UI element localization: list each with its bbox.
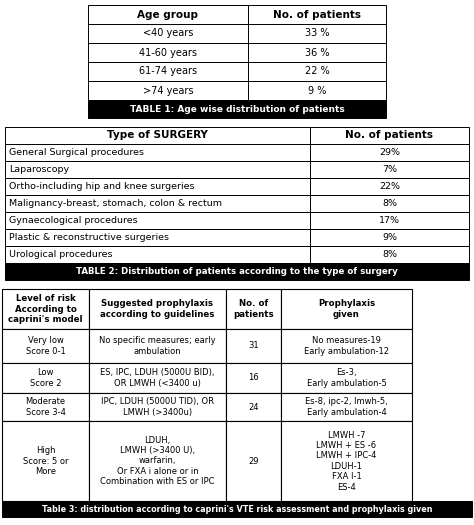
- Bar: [5, 195, 310, 212]
- Text: No. of patients: No. of patients: [273, 9, 361, 19]
- Bar: [5, 229, 310, 246]
- Text: High
Score: 5 or
More: High Score: 5 or More: [23, 446, 68, 476]
- Bar: [248, 81, 386, 100]
- Bar: [310, 127, 469, 144]
- Text: Plastic & reconstructive surgeries: Plastic & reconstructive surgeries: [9, 233, 169, 242]
- Text: 29: 29: [248, 457, 259, 466]
- Bar: [89, 329, 226, 363]
- Bar: [5, 263, 469, 280]
- Text: 9%: 9%: [382, 233, 397, 242]
- Bar: [281, 393, 412, 421]
- Bar: [310, 212, 469, 229]
- Text: 41-60 years: 41-60 years: [139, 47, 197, 58]
- Bar: [2, 501, 472, 517]
- Text: Suggested prophylaxis
according to guidelines: Suggested prophylaxis according to guide…: [100, 299, 215, 319]
- Bar: [89, 421, 226, 501]
- Text: IPC, LDUH (5000U TID), OR
LMWH (>3400u): IPC, LDUH (5000U TID), OR LMWH (>3400u): [101, 397, 214, 417]
- Bar: [89, 393, 226, 421]
- Text: 22 %: 22 %: [305, 67, 329, 77]
- Bar: [310, 161, 469, 178]
- Text: 17%: 17%: [379, 216, 400, 225]
- Bar: [310, 144, 469, 161]
- Text: 29%: 29%: [379, 148, 400, 157]
- Bar: [2, 393, 89, 421]
- Text: Age group: Age group: [137, 9, 199, 19]
- Bar: [281, 329, 412, 363]
- Text: 36 %: 36 %: [305, 47, 329, 58]
- Bar: [89, 363, 226, 393]
- Bar: [248, 5, 386, 24]
- Bar: [310, 178, 469, 195]
- Bar: [281, 289, 412, 329]
- Bar: [226, 363, 281, 393]
- Bar: [88, 24, 248, 43]
- Text: LDUH,
LMWH (>3400 U),
warfarin,
Or FXA i alone or in
Combination with ES or IPC: LDUH, LMWH (>3400 U), warfarin, Or FXA i…: [100, 436, 215, 486]
- Text: Moderate
Score 3-4: Moderate Score 3-4: [26, 397, 65, 417]
- Bar: [248, 62, 386, 81]
- Text: General Surgical procedures: General Surgical procedures: [9, 148, 144, 157]
- Bar: [2, 363, 89, 393]
- Bar: [281, 421, 412, 501]
- Bar: [5, 144, 310, 161]
- Bar: [248, 24, 386, 43]
- Text: 9 %: 9 %: [308, 86, 326, 96]
- Text: 8%: 8%: [382, 250, 397, 259]
- Text: LMWH -7
LMWH + ES -6
LMWH + IPC-4
LDUH-1
FXA I-1
ES-4: LMWH -7 LMWH + ES -6 LMWH + IPC-4 LDUH-1…: [316, 430, 377, 491]
- Text: 16: 16: [248, 373, 259, 383]
- Bar: [2, 329, 89, 363]
- Text: Ortho-including hip and knee surgeries: Ortho-including hip and knee surgeries: [9, 182, 194, 191]
- Text: No. of
patients: No. of patients: [233, 299, 274, 319]
- Bar: [281, 363, 412, 393]
- Bar: [310, 246, 469, 263]
- Text: 22%: 22%: [379, 182, 400, 191]
- Text: Low
Score 2: Low Score 2: [30, 369, 61, 387]
- Bar: [88, 62, 248, 81]
- Text: 7%: 7%: [382, 165, 397, 174]
- Text: Type of SURGERY: Type of SURGERY: [107, 131, 208, 141]
- Bar: [89, 289, 226, 329]
- Bar: [2, 421, 89, 501]
- Bar: [226, 393, 281, 421]
- Bar: [5, 212, 310, 229]
- Text: TABLE 2: Distribution of patients according to the type of surgery: TABLE 2: Distribution of patients accord…: [76, 267, 398, 276]
- Text: Urological procedures: Urological procedures: [9, 250, 112, 259]
- Text: Es-3,
Early ambulation-5: Es-3, Early ambulation-5: [307, 369, 386, 387]
- Bar: [248, 43, 386, 62]
- Text: Prophylaxis
given: Prophylaxis given: [318, 299, 375, 319]
- Text: ES, IPC, LDUH (5000U BID),
OR LMWH (<3400 u): ES, IPC, LDUH (5000U BID), OR LMWH (<340…: [100, 369, 215, 387]
- Bar: [88, 100, 386, 118]
- Bar: [5, 161, 310, 178]
- Text: Table 3: distribution according to caprini's VTE risk assessment and prophylaxis: Table 3: distribution according to capri…: [42, 505, 432, 513]
- Text: No. of patients: No. of patients: [346, 131, 434, 141]
- Text: Es-8, ipc-2, lmwh-5,
Early ambulation-4: Es-8, ipc-2, lmwh-5, Early ambulation-4: [305, 397, 388, 417]
- Text: Malignancy-breast, stomach, colon & rectum: Malignancy-breast, stomach, colon & rect…: [9, 199, 222, 208]
- Text: <40 years: <40 years: [143, 28, 193, 38]
- Bar: [226, 421, 281, 501]
- Bar: [5, 127, 310, 144]
- Bar: [5, 246, 310, 263]
- Bar: [2, 289, 89, 329]
- Text: Laparoscopy: Laparoscopy: [9, 165, 69, 174]
- Bar: [88, 43, 248, 62]
- Text: 61-74 years: 61-74 years: [139, 67, 197, 77]
- Text: 33 %: 33 %: [305, 28, 329, 38]
- Text: Very low
Score 0-1: Very low Score 0-1: [26, 337, 65, 356]
- Text: No specific measures; early
ambulation: No specific measures; early ambulation: [99, 337, 216, 356]
- Bar: [88, 5, 248, 24]
- Text: >74 years: >74 years: [143, 86, 193, 96]
- Text: 31: 31: [248, 341, 259, 351]
- Text: TABLE 1: Age wise distribution of patients: TABLE 1: Age wise distribution of patien…: [129, 104, 345, 113]
- Text: 24: 24: [248, 403, 259, 412]
- Bar: [5, 178, 310, 195]
- Text: Level of risk
According to
caprini's model: Level of risk According to caprini's mod…: [8, 294, 83, 324]
- Bar: [226, 329, 281, 363]
- Bar: [310, 229, 469, 246]
- Text: No measures-19
Early ambulation-12: No measures-19 Early ambulation-12: [304, 337, 389, 356]
- Bar: [310, 195, 469, 212]
- Text: 8%: 8%: [382, 199, 397, 208]
- Bar: [226, 289, 281, 329]
- Text: Gynaecological procedures: Gynaecological procedures: [9, 216, 137, 225]
- Bar: [88, 81, 248, 100]
